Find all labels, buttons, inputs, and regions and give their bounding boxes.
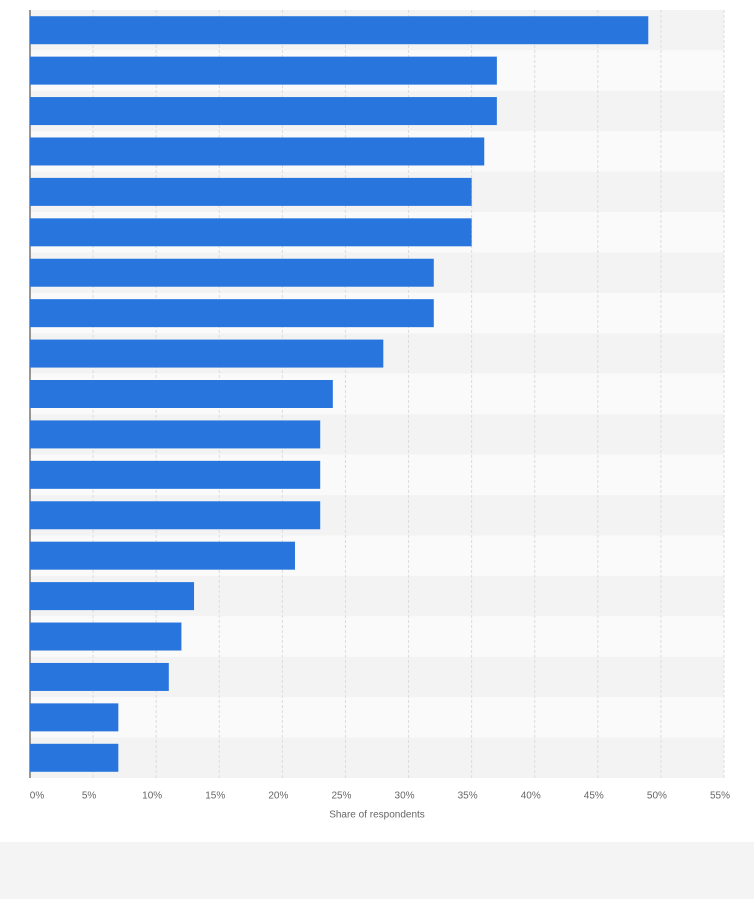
bar (30, 662, 169, 691)
x-tick-label: 0% (30, 791, 45, 802)
x-tick-label: 55% (710, 791, 730, 802)
bar (30, 137, 485, 166)
bar (30, 56, 497, 85)
bar (30, 97, 497, 126)
bar (30, 541, 295, 570)
row-stripe (30, 697, 724, 738)
bar (30, 743, 119, 772)
x-axis-label: Share of respondents (329, 810, 425, 821)
bar (30, 703, 119, 732)
x-tick-label: 35% (458, 791, 478, 802)
footer-bg (0, 842, 754, 899)
bar (30, 582, 195, 611)
bar (30, 622, 182, 651)
x-tick-label: 20% (268, 791, 288, 802)
bar (30, 501, 321, 530)
x-tick-label: 50% (647, 791, 667, 802)
bar (30, 218, 472, 247)
x-tick-label: 5% (82, 791, 97, 802)
x-tick-label: 45% (584, 791, 604, 802)
bar (30, 460, 321, 489)
x-tick-label: 10% (142, 791, 162, 802)
x-tick-label: 15% (205, 791, 225, 802)
bar (30, 299, 434, 328)
x-tick-label: 40% (521, 791, 541, 802)
x-tick-label: 25% (331, 791, 351, 802)
bar (30, 339, 384, 368)
bar (30, 177, 472, 206)
row-stripe (30, 737, 724, 778)
bar (30, 420, 321, 449)
bar (30, 16, 649, 45)
x-tick-label: 30% (395, 791, 415, 802)
bar (30, 258, 434, 287)
bar (30, 380, 333, 408)
